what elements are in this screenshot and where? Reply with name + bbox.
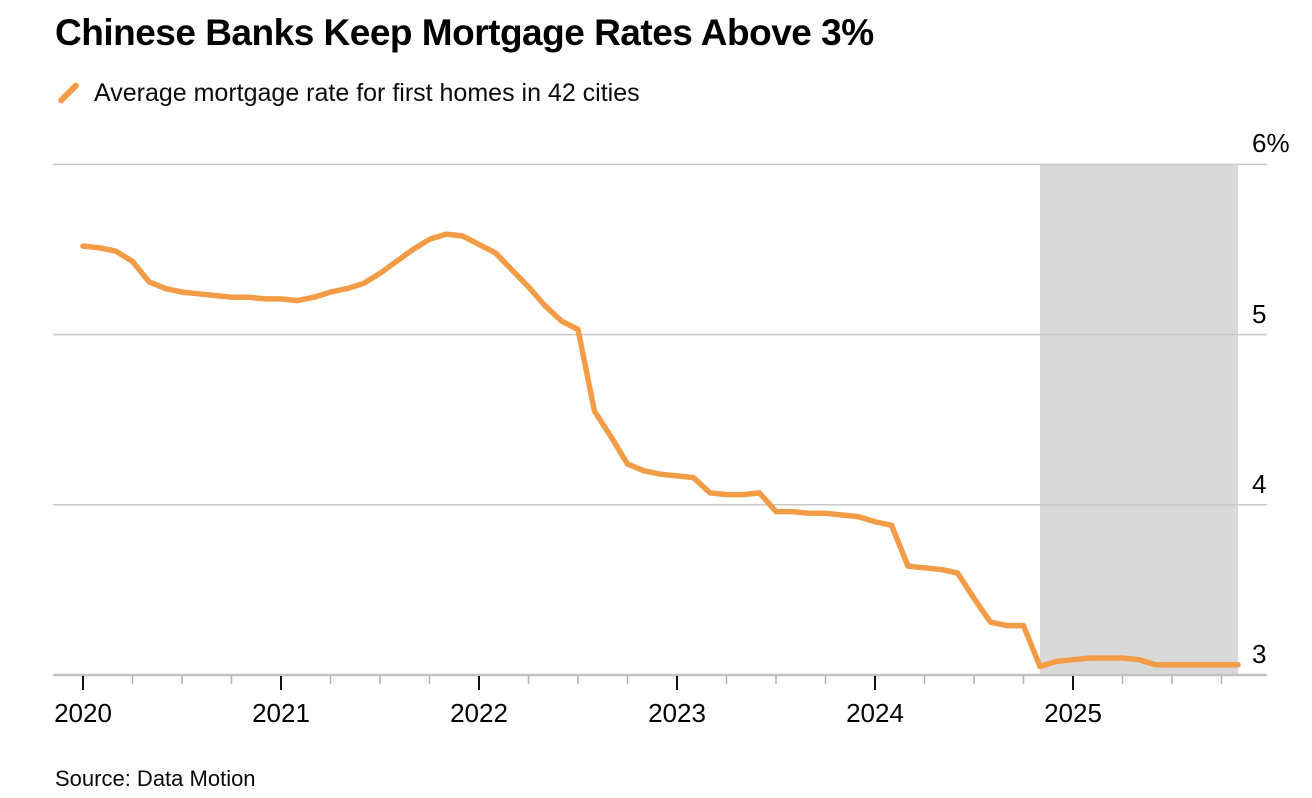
x-axis-label-2024: 2024 xyxy=(846,698,904,728)
y-axis-label-3: 3 xyxy=(1252,639,1267,669)
rate-line xyxy=(80,231,1241,670)
x-axis-label-2023: 2023 xyxy=(648,698,706,728)
x-axis-label-2022: 2022 xyxy=(450,698,508,728)
y-axis-label-5: 5 xyxy=(1252,299,1267,329)
highlight-band xyxy=(1040,164,1238,675)
source-note: Source: Data Motion xyxy=(55,766,256,791)
legend: Average mortgage rate for first homes in… xyxy=(55,78,640,108)
x-axis-label-2020: 2020 xyxy=(54,698,112,728)
y-axis-label-4: 4 xyxy=(1252,469,1267,499)
x-axis-label-2021: 2021 xyxy=(252,698,310,728)
y-axis-label-6: 6% xyxy=(1252,128,1290,158)
x-axis-label-2025: 2025 xyxy=(1044,698,1102,728)
legend-label: Average mortgage rate for first homes in… xyxy=(94,78,640,107)
chart-title: Chinese Banks Keep Mortgage Rates Above … xyxy=(55,12,874,53)
